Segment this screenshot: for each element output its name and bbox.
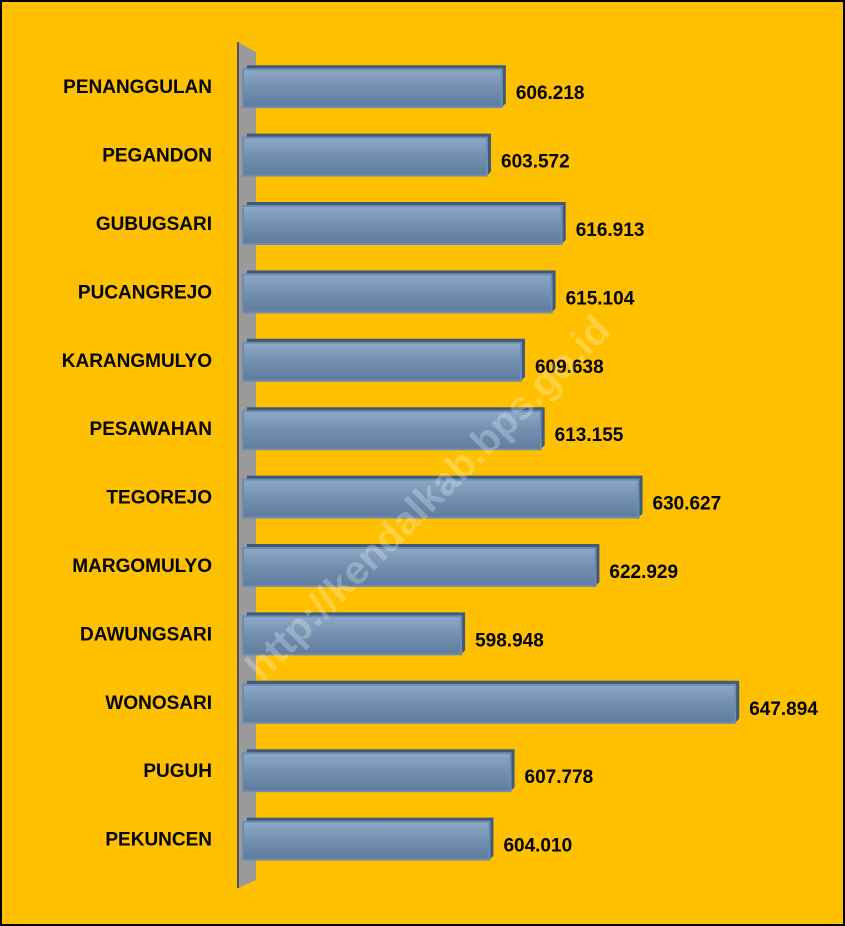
category-label: PENANGGULAN [63,77,212,98]
bar [242,615,463,656]
value-label: 613.155 [555,425,624,446]
value-label: 603.572 [501,152,570,173]
category-label: PEGANDON [102,146,212,167]
axis-wall [238,42,256,888]
bar [242,547,597,587]
bar [242,820,491,861]
category-label: WONOSARI [105,693,212,714]
value-label: 606.218 [516,83,585,104]
category-label: DAWUNGSARI [80,624,212,645]
bar [242,410,542,451]
category-label: PESAWAHAN [90,419,212,440]
category-label: GUBUGSARI [96,214,212,235]
bar [242,341,522,382]
value-label: 607.778 [525,767,594,788]
category-label: MARGOMULYO [72,556,212,577]
bar [242,205,563,245]
value-label: 598.948 [475,630,544,651]
bar [242,68,503,109]
bar [242,752,512,793]
value-label: 630.627 [653,494,722,515]
value-label: 616.913 [576,220,645,241]
value-label: 615.104 [566,288,635,309]
category-label: TEGOREJO [106,488,212,509]
value-label: 609.638 [535,357,604,378]
value-label: 604.010 [503,836,572,857]
bar [242,478,640,519]
value-label: 622.929 [609,562,678,583]
bar [242,273,553,314]
category-label: KARANGMULYO [62,351,212,372]
category-label: PEKUNCEN [105,830,212,851]
bar [242,136,489,177]
category-label: PUGUH [143,761,212,782]
category-label: PUCANGREJO [78,282,212,303]
bar [242,683,737,724]
value-label: 647.894 [749,699,818,720]
